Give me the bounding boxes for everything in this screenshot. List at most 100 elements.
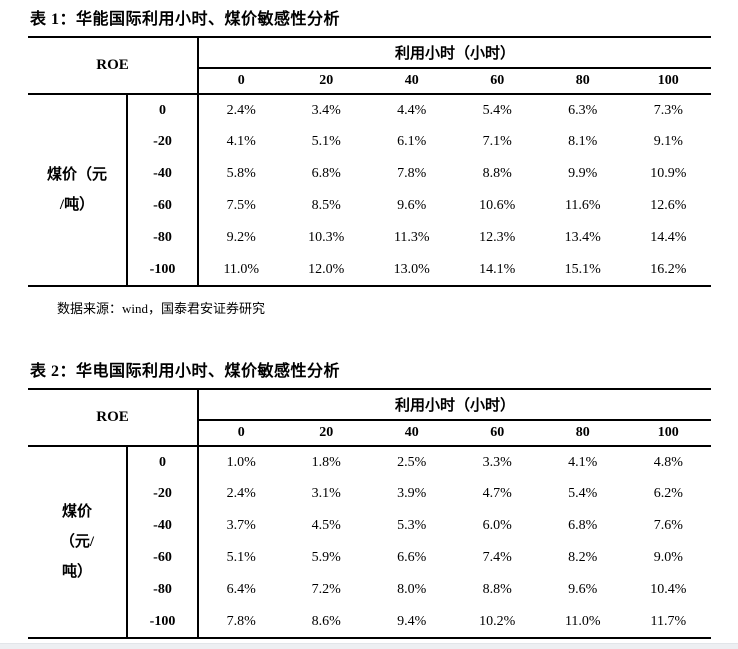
roe-value-cell: 13.4% <box>564 230 601 245</box>
table2-huadian-sensitivity: ROE 利用小时（小时） 0 20 40 60 80 100 煤价 （元/ 吨）… <box>28 388 712 639</box>
table1-col-header: 80 <box>540 68 626 95</box>
table1-data-source: 数据来源：wind，国泰君安证券研究 <box>57 301 266 316</box>
roe-value-cell: 15.1% <box>564 261 601 277</box>
roe-value-cell: 3.9% <box>397 486 427 501</box>
table1-row-header: -80 <box>127 222 200 254</box>
roe-value-cell: 9.4% <box>397 613 427 629</box>
roe-value-cell: 5.9% <box>311 550 341 565</box>
roe-value-cell: 7.8% <box>226 613 256 629</box>
table2-col-header: 60 <box>454 420 541 447</box>
roe-value-cell: 7.8% <box>397 166 427 181</box>
row-group-label-line: （元/ <box>59 534 95 550</box>
row-group-label-line: 煤价（元 <box>46 167 107 183</box>
table1-col-header: 100 <box>625 68 712 95</box>
roe-value-cell: 14.1% <box>479 261 516 277</box>
roe-value-cell: 8.2% <box>568 550 598 565</box>
roe-value-cell: 9.6% <box>397 198 427 213</box>
roe-value-cell: 10.2% <box>479 613 516 629</box>
roe-value-cell: 2.4% <box>226 486 256 501</box>
roe-value-cell: 4.1% <box>226 134 256 149</box>
roe-value-cell: 14.4% <box>650 230 687 245</box>
roe-value-cell: 7.3% <box>653 102 683 118</box>
row-group-label-line: /吨） <box>59 197 95 213</box>
table1-corner-roe-label: ROE <box>28 37 200 95</box>
roe-value-cell: 4.7% <box>482 486 512 501</box>
roe-value-cell: 6.4% <box>226 582 256 597</box>
roe-value-cell: 8.8% <box>482 582 512 597</box>
roe-value-cell: 9.0% <box>653 550 683 565</box>
roe-value-cell: 10.6% <box>479 198 516 213</box>
table2-row-header: 0 <box>127 446 200 478</box>
roe-value-cell: 6.1% <box>397 134 427 149</box>
roe-value-cell: 12.0% <box>308 261 345 277</box>
table1-row-group-label: 煤价（元 /吨） <box>28 94 128 286</box>
roe-value-cell: 9.1% <box>653 134 683 149</box>
roe-value-cell: 9.6% <box>568 582 598 597</box>
roe-value-cell: 9.9% <box>568 166 598 181</box>
roe-value-cell: 6.8% <box>311 166 341 181</box>
roe-value-cell: 6.8% <box>568 518 598 533</box>
table1-col-header: 60 <box>454 68 541 95</box>
roe-value-cell: 12.3% <box>479 230 516 245</box>
roe-value-cell: 5.1% <box>311 134 341 149</box>
roe-value-cell: 11.3% <box>393 230 430 245</box>
roe-value-cell: 8.0% <box>397 582 427 597</box>
roe-value-cell: 4.8% <box>653 454 683 470</box>
table1-huaneng-sensitivity: ROE 利用小时（小时） 0 20 40 60 80 100 煤价（元 /吨） … <box>28 36 712 287</box>
table1-row-header: -40 <box>127 158 200 190</box>
roe-value-cell: 6.3% <box>568 102 598 118</box>
table2-row-group-label: 煤价 （元/ 吨） <box>28 446 128 638</box>
roe-value-cell: 8.5% <box>311 198 341 213</box>
roe-value-cell: 3.7% <box>226 518 256 533</box>
roe-value-cell: 7.4% <box>482 550 512 565</box>
roe-value-cell: 5.8% <box>226 166 256 181</box>
roe-value-cell: 5.3% <box>397 518 427 533</box>
roe-value-cell: 2.4% <box>226 102 256 118</box>
roe-value-cell: 5.4% <box>568 486 598 501</box>
roe-value-cell: 11.0% <box>223 261 260 277</box>
table2-row-header: -20 <box>127 478 200 510</box>
roe-value-cell: 8.8% <box>482 166 512 181</box>
table2-row-header: -100 <box>127 606 200 638</box>
table1-row-header: -100 <box>127 254 200 286</box>
roe-value-cell: 6.2% <box>653 486 683 501</box>
roe-value-cell: 7.2% <box>311 582 341 597</box>
roe-value-cell: 9.2% <box>226 230 256 245</box>
roe-value-cell: 7.1% <box>482 134 512 149</box>
roe-value-cell: 16.2% <box>650 261 687 277</box>
table2-row-header: -60 <box>127 542 200 574</box>
roe-value-cell: 1.8% <box>311 454 341 470</box>
row-group-label-line: 煤价 <box>61 504 92 520</box>
row-group-label-line: 吨） <box>61 564 92 580</box>
table2-col-header: 80 <box>540 420 626 447</box>
page-bottom-divider <box>0 643 738 649</box>
table2-col-header: 20 <box>283 420 370 447</box>
table1-col-header: 40 <box>369 68 455 95</box>
roe-value-cell: 8.1% <box>568 134 598 149</box>
table2-col-header: 0 <box>198 420 284 447</box>
table1-row-header: 0 <box>127 94 200 126</box>
roe-value-cell: 4.1% <box>568 454 598 470</box>
roe-value-cell: 5.1% <box>226 550 256 565</box>
table1-row-header: -60 <box>127 190 200 222</box>
roe-value-cell: 6.0% <box>482 518 512 533</box>
roe-value-cell: 5.4% <box>482 102 512 118</box>
table2-row-header: -80 <box>127 574 200 606</box>
roe-value-cell: 7.5% <box>226 198 256 213</box>
table2-col-header: 40 <box>369 420 455 447</box>
roe-value-cell: 8.6% <box>311 613 341 629</box>
roe-value-cell: 10.9% <box>650 166 687 181</box>
roe-value-cell: 11.7% <box>650 613 687 629</box>
roe-value-cell: 12.6% <box>650 198 687 213</box>
table1-row-header: -20 <box>127 126 200 158</box>
table1-column-group-label: 利用小时（小时） <box>198 37 712 69</box>
roe-value-cell: 10.3% <box>308 230 345 245</box>
roe-value-cell: 2.5% <box>397 454 427 470</box>
roe-value-cell: 11.6% <box>564 198 601 213</box>
table2-title: 表 2：华电国际利用小时、煤价敏感性分析 <box>30 363 341 380</box>
roe-value-cell: 10.4% <box>650 582 687 597</box>
roe-value-cell: 4.5% <box>311 518 341 533</box>
table1-title: 表 1：华能国际利用小时、煤价敏感性分析 <box>30 11 341 28</box>
roe-value-cell: 11.0% <box>564 613 601 629</box>
